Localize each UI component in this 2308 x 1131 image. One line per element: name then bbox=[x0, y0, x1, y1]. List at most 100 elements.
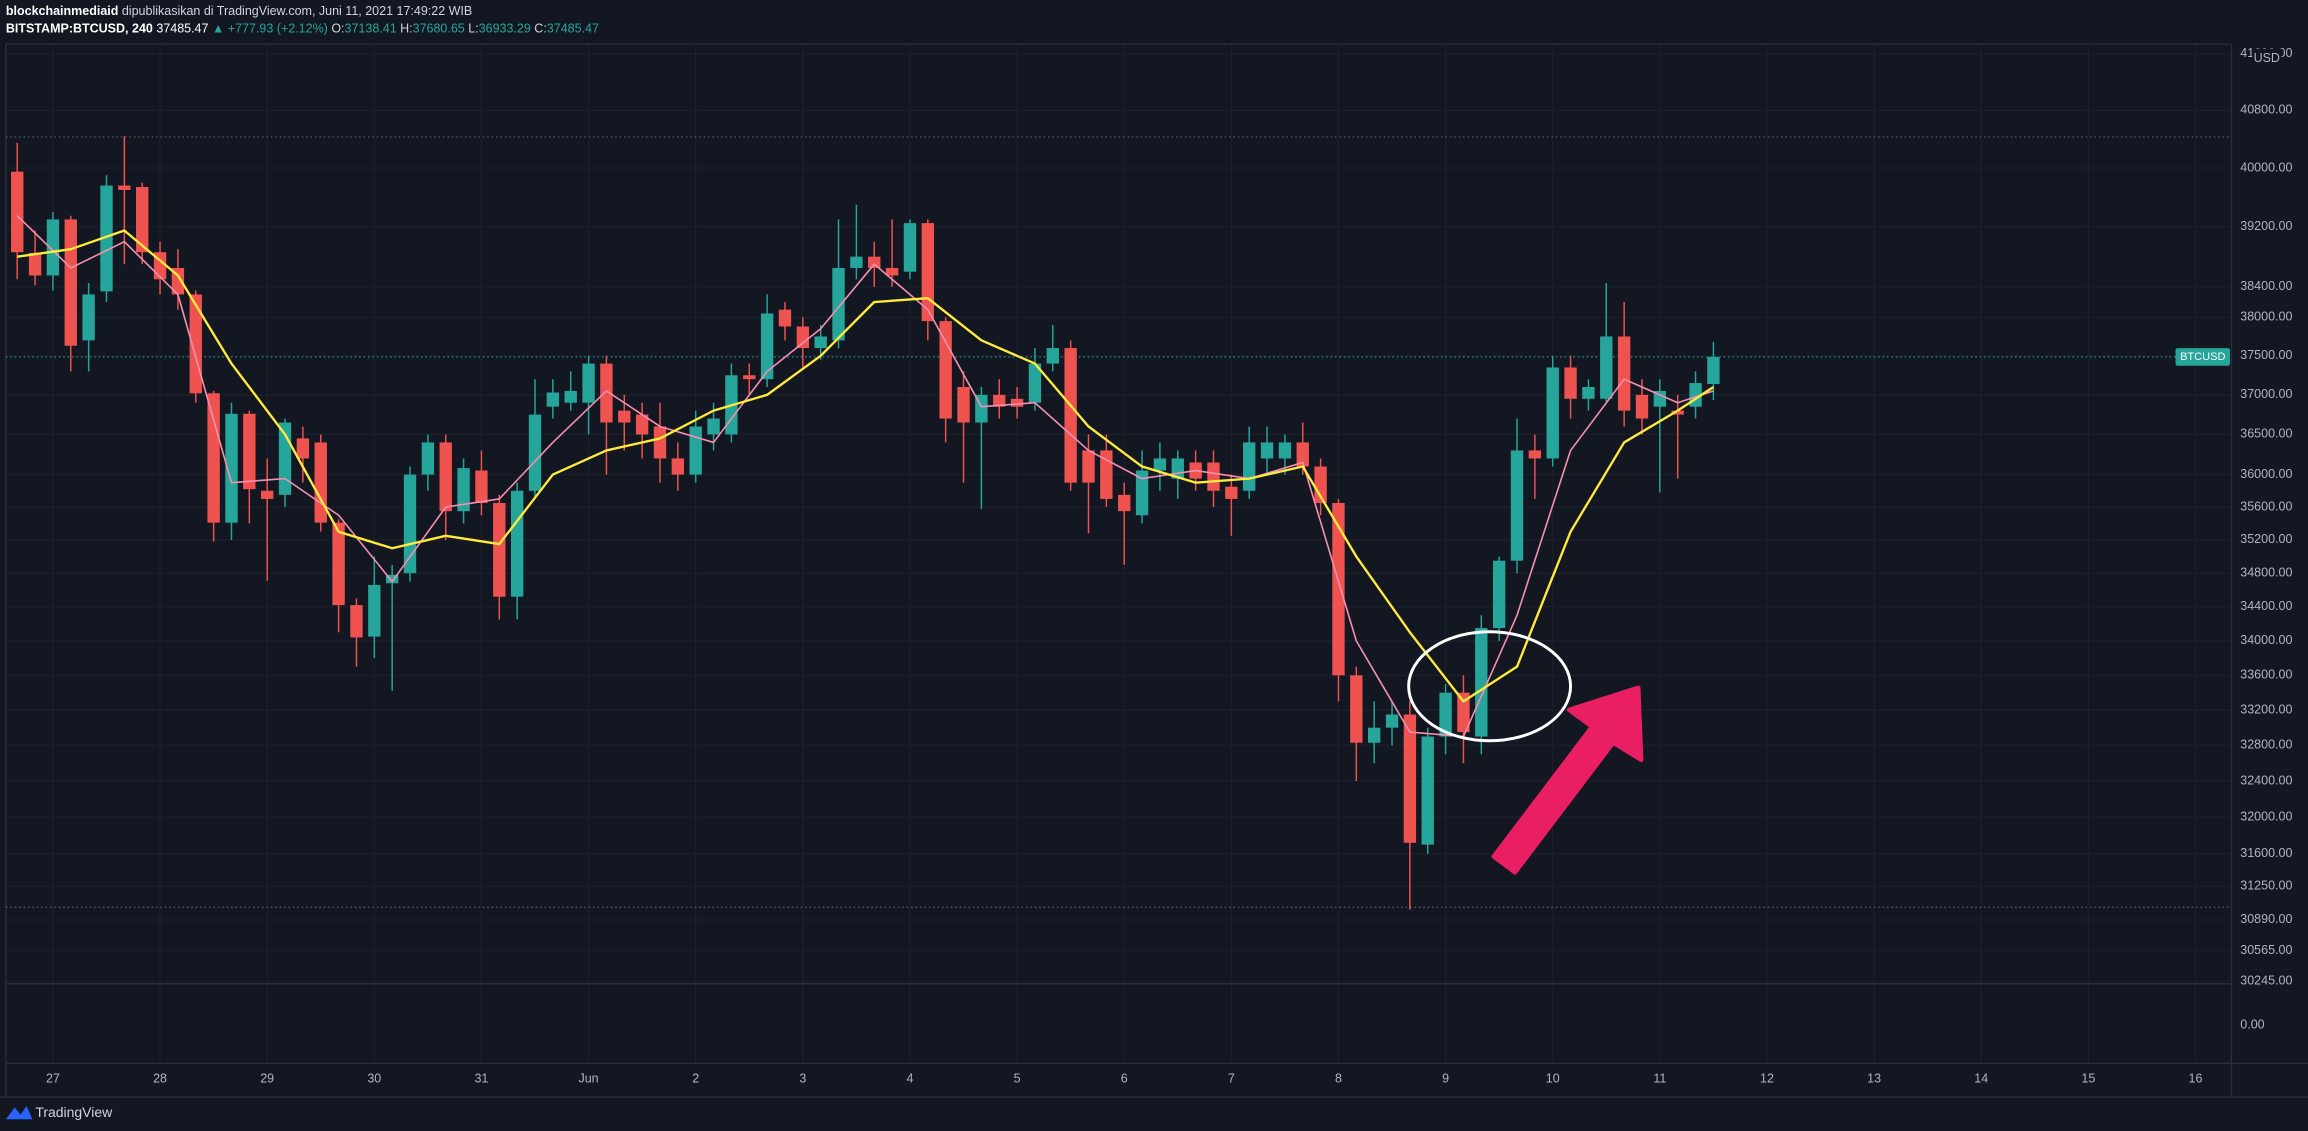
candle-body bbox=[1135, 470, 1149, 516]
y-tick-label: 34800.00 bbox=[2240, 565, 2292, 579]
y-tick-label: 34000.00 bbox=[2240, 633, 2292, 647]
candle-body bbox=[1617, 336, 1631, 411]
y-tick-label: 38000.00 bbox=[2240, 310, 2292, 324]
candle-body bbox=[1260, 442, 1274, 459]
candle-body bbox=[64, 219, 77, 346]
candle-body bbox=[296, 438, 310, 459]
x-tick-label: 15 bbox=[2081, 1072, 2095, 1086]
candle-body bbox=[1546, 367, 1559, 459]
candle-body bbox=[493, 502, 506, 597]
ohlc-key: L: bbox=[468, 22, 478, 36]
grid bbox=[5, 44, 2232, 1064]
author: blockchainmediaid bbox=[6, 4, 119, 18]
candle-body bbox=[385, 574, 399, 584]
logo bbox=[5, 1105, 33, 1120]
candle-body bbox=[1028, 363, 1042, 403]
annotation-arrow bbox=[1491, 685, 1644, 875]
ohlc-value: 37680.65 bbox=[413, 22, 465, 36]
x-tick-label: 7 bbox=[1228, 1072, 1235, 1086]
x-tick-label: 11 bbox=[1653, 1072, 1666, 1086]
candle-body bbox=[510, 490, 524, 597]
indicator-line bbox=[16, 215, 1714, 738]
x-tick-label: Jun bbox=[578, 1072, 598, 1086]
ohlc-key: H: bbox=[400, 22, 412, 36]
brand: TradingView bbox=[35, 1104, 113, 1120]
x-tick-label: 8 bbox=[1335, 1072, 1342, 1086]
y-tick-label: 31600.00 bbox=[2240, 846, 2292, 860]
currency: USD bbox=[2254, 51, 2280, 65]
candle-body bbox=[921, 223, 934, 322]
y-tick-label: 39200.00 bbox=[2240, 219, 2292, 233]
candle-body bbox=[1671, 410, 1684, 415]
y-tick-label: 32800.00 bbox=[2240, 738, 2292, 752]
candle-body bbox=[1564, 367, 1577, 399]
candle-body bbox=[635, 414, 649, 435]
candle-body bbox=[600, 363, 613, 423]
change: ▲ +777.93 (+2.12%) bbox=[212, 22, 328, 36]
candle-body bbox=[1582, 387, 1595, 399]
x-tick-label: 3 bbox=[799, 1072, 806, 1086]
candle-body bbox=[1439, 692, 1452, 737]
x-tick-label: 10 bbox=[1546, 1072, 1560, 1086]
candle-body bbox=[1046, 348, 1059, 364]
x-tick-label: 6 bbox=[1121, 1072, 1128, 1086]
candle-body bbox=[457, 468, 470, 512]
header-line-1: blockchainmediaid dipublikasikan di Trad… bbox=[6, 4, 472, 18]
x-tick-label: 31 bbox=[474, 1072, 488, 1086]
y-tick-label: 30245.00 bbox=[2240, 974, 2292, 988]
candle-body bbox=[332, 522, 345, 606]
candle-body bbox=[1207, 462, 1220, 491]
candle-body bbox=[993, 394, 1006, 407]
candle-body bbox=[653, 426, 667, 459]
y-tick-label: 31250.00 bbox=[2240, 879, 2292, 893]
candle-body bbox=[1457, 692, 1470, 733]
candle-body bbox=[1100, 450, 1113, 499]
ohlc-key: C: bbox=[534, 22, 546, 36]
candle-body bbox=[868, 256, 881, 268]
last-price-label: BTCUSD bbox=[2180, 351, 2225, 363]
candle-body bbox=[850, 256, 863, 268]
x-tick-label: 27 bbox=[46, 1072, 60, 1086]
y-tick-label: 35200.00 bbox=[2240, 532, 2292, 546]
candle-body bbox=[760, 313, 774, 380]
candle-body bbox=[207, 393, 220, 523]
candle-body bbox=[957, 387, 970, 423]
candle-body bbox=[1403, 714, 1417, 843]
x-tick-label: 16 bbox=[2189, 1072, 2203, 1086]
candle-body bbox=[814, 336, 827, 349]
candle-body bbox=[350, 605, 363, 638]
candle-body bbox=[1385, 714, 1399, 728]
y-tick-label: 30565.00 bbox=[2240, 943, 2292, 957]
x-tick-label: 2 bbox=[692, 1072, 699, 1086]
y-tick-label: 33600.00 bbox=[2240, 668, 2292, 682]
candle-body bbox=[1010, 398, 1024, 407]
candle-body bbox=[1421, 736, 1434, 845]
ohlc-value: 37138.41 bbox=[345, 22, 397, 36]
candle-body bbox=[261, 490, 274, 499]
candle-body bbox=[1278, 442, 1292, 459]
y-tick-label: 40000.00 bbox=[2240, 160, 2292, 174]
x-tick-label: 14 bbox=[1974, 1072, 1988, 1086]
candle-body bbox=[1314, 466, 1327, 503]
candle-body bbox=[1653, 390, 1667, 407]
candle-body bbox=[1118, 494, 1131, 512]
y-tick-label: 36500.00 bbox=[2240, 427, 2292, 441]
ohlc-value: 36933.29 bbox=[479, 22, 531, 36]
candle-body bbox=[136, 187, 149, 253]
candle-body bbox=[1492, 560, 1506, 629]
candle-body bbox=[46, 219, 60, 276]
candle-body bbox=[1635, 394, 1649, 419]
marks bbox=[5, 136, 2232, 910]
ohlc-value: 37485.47 bbox=[547, 22, 599, 36]
y-tick-label: 40800.00 bbox=[2240, 103, 2292, 117]
candle-body bbox=[778, 309, 792, 327]
candle-body bbox=[582, 363, 595, 403]
candle-body bbox=[618, 410, 631, 423]
header-line-2: BITSTAMP:BTCUSD, 240 37485.47 ▲ +777.93 … bbox=[6, 22, 599, 36]
y-tick-label: 37500.00 bbox=[2240, 348, 2292, 362]
candle-body bbox=[1510, 450, 1524, 561]
y-tick-label: 32000.00 bbox=[2240, 810, 2292, 824]
candle-body bbox=[689, 426, 702, 475]
